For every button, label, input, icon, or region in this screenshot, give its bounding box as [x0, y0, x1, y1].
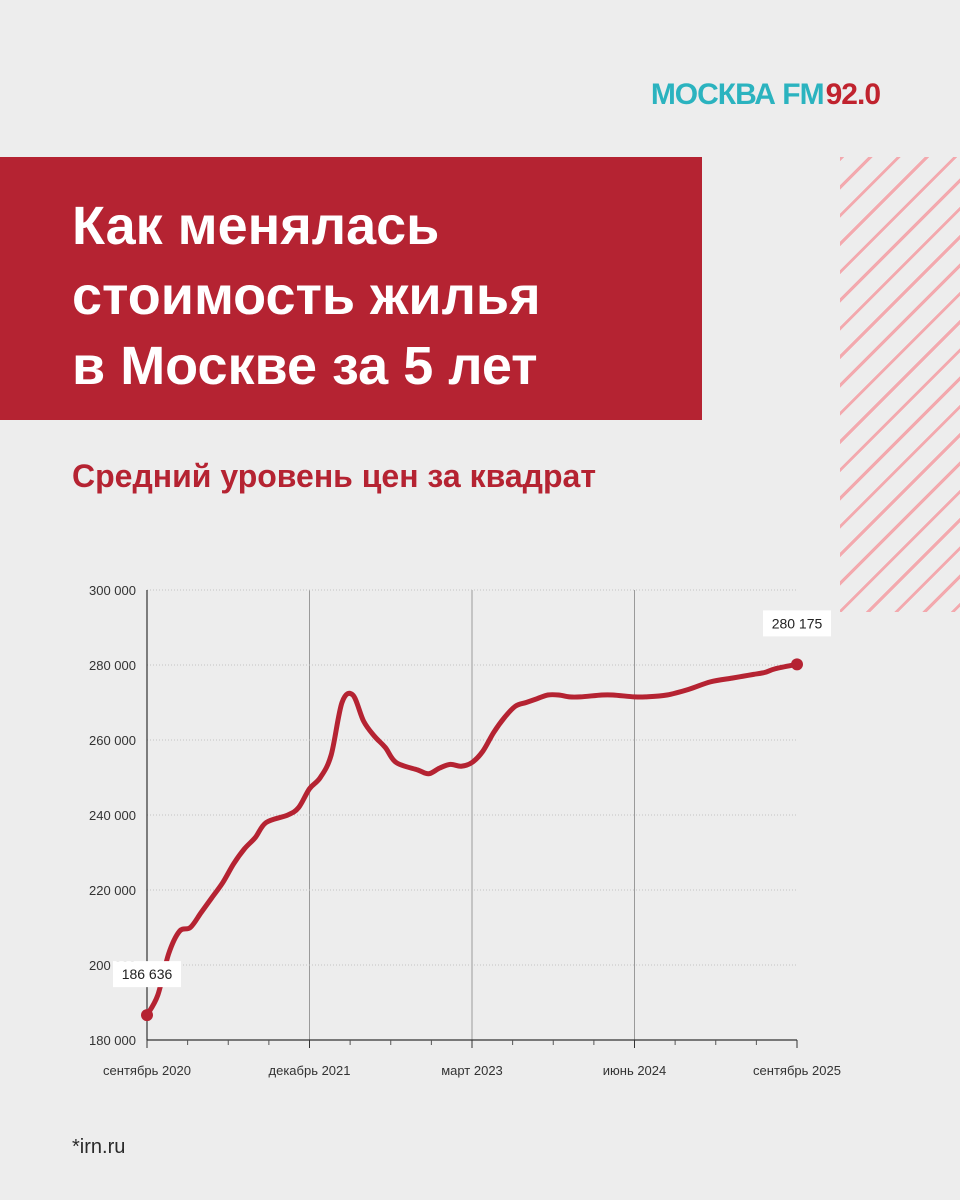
x-tick-label: сентябрь 2020 [103, 1063, 191, 1078]
y-tick-label: 260 000 [89, 733, 136, 748]
y-tick-label: 220 000 [89, 883, 136, 898]
data-point-marker [791, 658, 803, 671]
logo-frequency: 92.0 [825, 78, 881, 111]
chart-subtitle: Средний уровень цен за квадрат [72, 458, 596, 494]
x-tick-label: март 2023 [441, 1063, 503, 1078]
logo-name: МОСКВА FM [650, 78, 825, 111]
data-label-box [763, 610, 831, 637]
moskva-fm-logo: МОСКВА FM 92.0 [650, 78, 881, 112]
decorative-stripes [840, 157, 960, 612]
y-tick-label: 180 000 [89, 1033, 136, 1048]
title-banner: Как менялась стоимость жилья в Москве за… [0, 157, 702, 420]
data-label: 186 636 [122, 966, 173, 982]
x-tick-label: сентябрь 2025 [753, 1063, 841, 1078]
y-tick-label: 300 000 [89, 583, 136, 598]
price-series-line [144, 661, 800, 1018]
data-label-box [113, 961, 181, 988]
x-tick-label: июнь 2024 [603, 1063, 667, 1078]
data-label: 280 175 [772, 615, 823, 631]
y-tick-label: 280 000 [89, 658, 136, 673]
data-point-marker [141, 1009, 153, 1022]
x-tick-label: декабрь 2021 [269, 1063, 351, 1078]
y-tick-label: 240 000 [89, 808, 136, 823]
source-note: *irn.ru [72, 1136, 126, 1158]
page-title: Как менялась стоимость жилья в Москве за… [72, 196, 541, 396]
